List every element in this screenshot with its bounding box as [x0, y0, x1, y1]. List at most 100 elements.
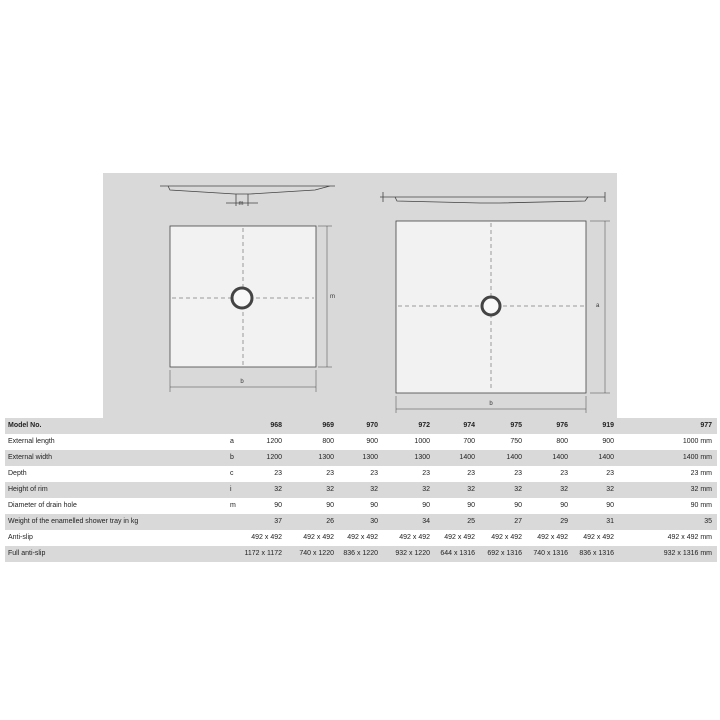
- table-row: Depth c 23 23 23 23 23 23 23 23 23 mm: [5, 466, 717, 482]
- cell: 972: [418, 422, 430, 429]
- cell: 1300: [318, 454, 334, 461]
- cell: 1172 x 1172: [244, 550, 283, 557]
- dim-label: m: [330, 294, 335, 300]
- cell: 492 x 492: [491, 534, 522, 541]
- row-code: c: [230, 470, 234, 477]
- cell: 970: [366, 422, 378, 429]
- cell: 1300: [414, 454, 430, 461]
- table-row: Height of rim i 32 32 32 32 32 32 32 32 32 mm: [5, 482, 717, 498]
- cell: 969: [322, 422, 334, 429]
- cell: 492 x 492: [399, 534, 430, 541]
- cell: 692 x 1316: [487, 550, 522, 557]
- spec-table: Model No. 968 969 970 972 974 975 976 919 977 Exte…: [5, 418, 717, 562]
- cell: 1400: [598, 454, 614, 461]
- cell: 23: [467, 470, 475, 477]
- cell: 37: [274, 518, 282, 525]
- dim-label: m: [239, 201, 244, 207]
- cell: 932 x 1220: [395, 550, 430, 557]
- cell: 32: [514, 486, 522, 493]
- cell: 30: [370, 518, 378, 525]
- row-label: Full anti-slip: [8, 550, 46, 557]
- cell: 932 x 1316 mm: [663, 550, 712, 557]
- header-row: Model No. 968 969 970 972 974 975 976 919 977: [5, 418, 717, 434]
- cell: 32: [560, 486, 568, 493]
- cell: 492 x 492: [251, 534, 282, 541]
- table-row: Anti-slip 492 x 492 492 x 492 492 x 492 492 …: [5, 530, 717, 546]
- row-label: Diameter of drain hole: [8, 502, 77, 509]
- cell: 492 x 492: [303, 534, 334, 541]
- table-row: Diameter of drain hole m 90 90 90 90 90 90 90 90 9…: [5, 498, 717, 514]
- cell: 23: [422, 470, 430, 477]
- cell: 26: [326, 518, 334, 525]
- cell: 900: [602, 438, 614, 445]
- cell: 23: [274, 470, 282, 477]
- cell: 29: [560, 518, 568, 525]
- cell: 23: [514, 470, 522, 477]
- cell: 32 mm: [690, 486, 712, 493]
- cell: 975: [510, 422, 522, 429]
- table-row: Weight of the enamelled shower tray in k…: [5, 514, 717, 530]
- cell: 492 x 492: [347, 534, 378, 541]
- cell: 90 mm: [690, 502, 712, 509]
- cell: 32: [606, 486, 614, 493]
- row-label: Weight of the enamelled shower tray in k…: [8, 518, 139, 525]
- cell: 32: [467, 486, 475, 493]
- cell: 1000: [414, 438, 430, 445]
- cell: 492 x 492: [537, 534, 568, 541]
- cell: 90: [467, 502, 475, 509]
- cell: 23: [326, 470, 334, 477]
- cell: 750: [510, 438, 522, 445]
- row-label: External width: [8, 454, 52, 461]
- cell: 23: [370, 470, 378, 477]
- cell: 90: [370, 502, 378, 509]
- cell: 31: [606, 518, 614, 525]
- cell: 1400: [506, 454, 522, 461]
- cell: 919: [602, 422, 614, 429]
- cell: 35: [704, 518, 712, 525]
- row-code: m: [230, 502, 236, 509]
- cell: 492 x 492: [583, 534, 614, 541]
- cell: 1400: [459, 454, 475, 461]
- cell: 1400: [552, 454, 568, 461]
- diagram: m b m b a: [103, 173, 617, 418]
- cell: 23 mm: [690, 470, 712, 477]
- cell: 644 x 1316: [440, 550, 475, 557]
- cell: 492 x 492: [444, 534, 475, 541]
- right-tray: [380, 192, 610, 413]
- cell: 90: [274, 502, 282, 509]
- cell: 32: [274, 486, 282, 493]
- cell: 1000 mm: [682, 438, 712, 445]
- cell: 900: [366, 438, 378, 445]
- cell: 740 x 1316: [533, 550, 568, 557]
- cell: 836 x 1220: [343, 550, 378, 557]
- cell: 1300: [362, 454, 378, 461]
- dim-label: b: [489, 401, 493, 407]
- cell: 800: [556, 438, 568, 445]
- cell: 836 x 1316: [579, 550, 614, 557]
- cell: 976: [556, 422, 568, 429]
- dim-label: b: [240, 379, 244, 385]
- cell: 32: [370, 486, 378, 493]
- row-code: b: [230, 454, 234, 461]
- cell: 23: [606, 470, 614, 477]
- cell: 968: [270, 422, 282, 429]
- cell: 90: [514, 502, 522, 509]
- cell: 23: [560, 470, 568, 477]
- cell: 1200: [266, 454, 282, 461]
- cell: 800: [322, 438, 334, 445]
- row-label: Anti-slip: [8, 534, 33, 541]
- cell: 700: [463, 438, 475, 445]
- dim-label: a: [596, 303, 600, 309]
- cell: 32: [326, 486, 334, 493]
- cell: 977: [700, 422, 712, 429]
- row-label: External length: [8, 438, 55, 445]
- cell: 1400 mm: [682, 454, 712, 461]
- row-label: Model No.: [8, 422, 42, 429]
- table-row: External width b 1200 1300 1300 1300 1400 1400 1…: [5, 450, 717, 466]
- cell: 90: [560, 502, 568, 509]
- cell: 34: [422, 518, 430, 525]
- cell: 1200: [266, 438, 282, 445]
- cell: 974: [463, 422, 475, 429]
- cell: 27: [514, 518, 522, 525]
